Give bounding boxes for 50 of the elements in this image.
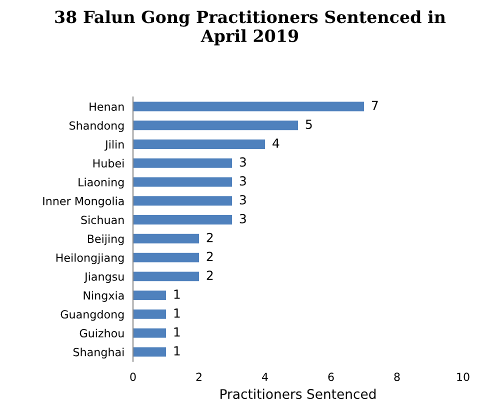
bar: [133, 158, 232, 168]
bar: [133, 309, 166, 319]
x-tick-label: 0: [130, 372, 136, 382]
data-label: 5: [306, 120, 312, 129]
x-tick-label: 8: [394, 372, 400, 382]
data-label: 3: [240, 214, 246, 224]
data-label: 3: [240, 195, 246, 205]
y-tick-label: Shandong: [70, 121, 124, 132]
x-tick-label: 10: [457, 372, 470, 382]
data-label: 3: [240, 157, 246, 167]
bar: [133, 272, 199, 282]
bar: [133, 347, 166, 357]
bar: [133, 328, 166, 338]
x-tick-label: 4: [262, 372, 268, 381]
y-tick-label: Beijing: [88, 234, 124, 246]
y-tick-label: Jilin: [104, 140, 124, 151]
chart-title: 38 Falun Gong Practitioners Sentenced in April 2019: [55, 10, 446, 46]
bar: [133, 252, 199, 262]
y-tick-label: Guizhou: [80, 328, 124, 338]
y-tick-label: Ningxia: [84, 291, 124, 302]
data-label: 1: [174, 308, 180, 318]
y-tick-label: Heilongjiang: [56, 253, 124, 264]
data-label: 1: [174, 290, 180, 299]
y-tick-label: Inner Mongolia: [43, 196, 124, 208]
bar: [133, 196, 232, 206]
y-tick-label: Henan: [90, 102, 124, 111]
y-tick-label: Jiangsu: [84, 272, 124, 283]
bar: [133, 290, 166, 300]
data-label: 1: [174, 327, 180, 337]
y-tick-label: Sichuan: [81, 216, 124, 224]
data-label: 4: [272, 138, 280, 148]
data-label: 1: [174, 346, 180, 356]
y-tick-label: Hubei: [93, 158, 124, 168]
data-label: 2: [206, 270, 213, 280]
data-label: 2: [206, 252, 213, 261]
x-axis-title: Practitioners Sentenced: [220, 388, 376, 400]
y-tick-label: Shanghai: [73, 348, 124, 358]
bar: [133, 140, 265, 149]
data-label: 2: [206, 232, 213, 242]
y-tick-label: Liaoning: [78, 178, 124, 189]
bar: [133, 215, 232, 224]
bar: [133, 120, 298, 130]
x-tick-label: 6: [328, 372, 334, 382]
y-tick-label: Guangdong: [60, 310, 124, 321]
bar: [133, 177, 232, 187]
data-label: 3: [240, 176, 246, 186]
bar: [133, 102, 364, 112]
data-label: 7: [372, 100, 378, 110]
bar: [133, 234, 199, 244]
x-tick-label: 2: [196, 372, 202, 381]
